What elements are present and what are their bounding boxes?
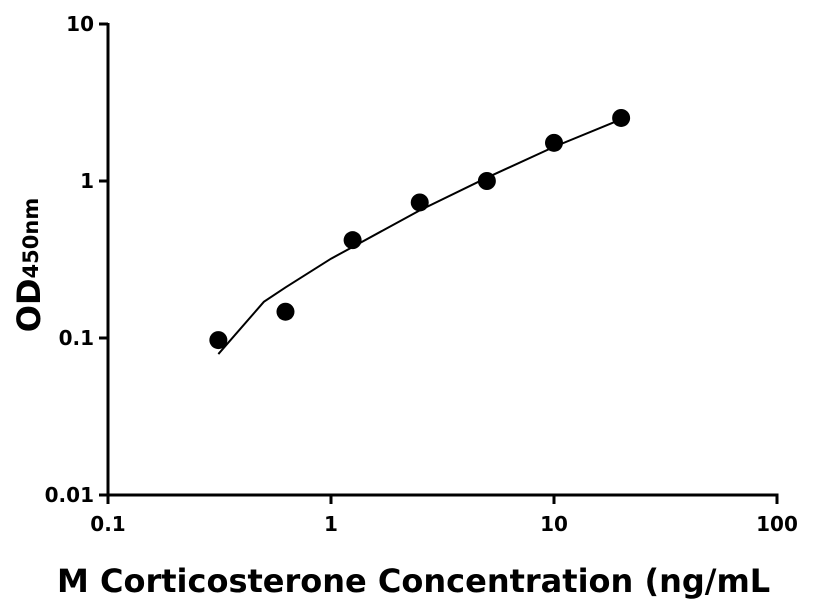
x-tick-label: 100 [756, 512, 798, 536]
data-point [276, 302, 295, 321]
data-point [612, 108, 631, 127]
y-tick-label: 0.01 [45, 483, 94, 507]
data-point [545, 133, 563, 152]
x-tick-label: 1 [324, 512, 338, 536]
x-tick-label: 0.1 [90, 512, 125, 536]
x-axis-label: M Corticosterone Concentration (ng/mL [57, 562, 770, 600]
y-tick-label: 1 [80, 169, 94, 193]
data-point [209, 331, 228, 350]
y-axis-label-main: OD [10, 278, 48, 332]
y-axis-label: OD450nm [10, 198, 48, 332]
x-tick-label: 10 [540, 512, 568, 536]
y-axis-label-sub: 450nm [19, 198, 43, 279]
y-tick-label: 10 [66, 12, 94, 36]
data-point [410, 193, 429, 212]
fit-curve [217, 118, 622, 355]
y-tick-label: 0.1 [59, 326, 94, 350]
